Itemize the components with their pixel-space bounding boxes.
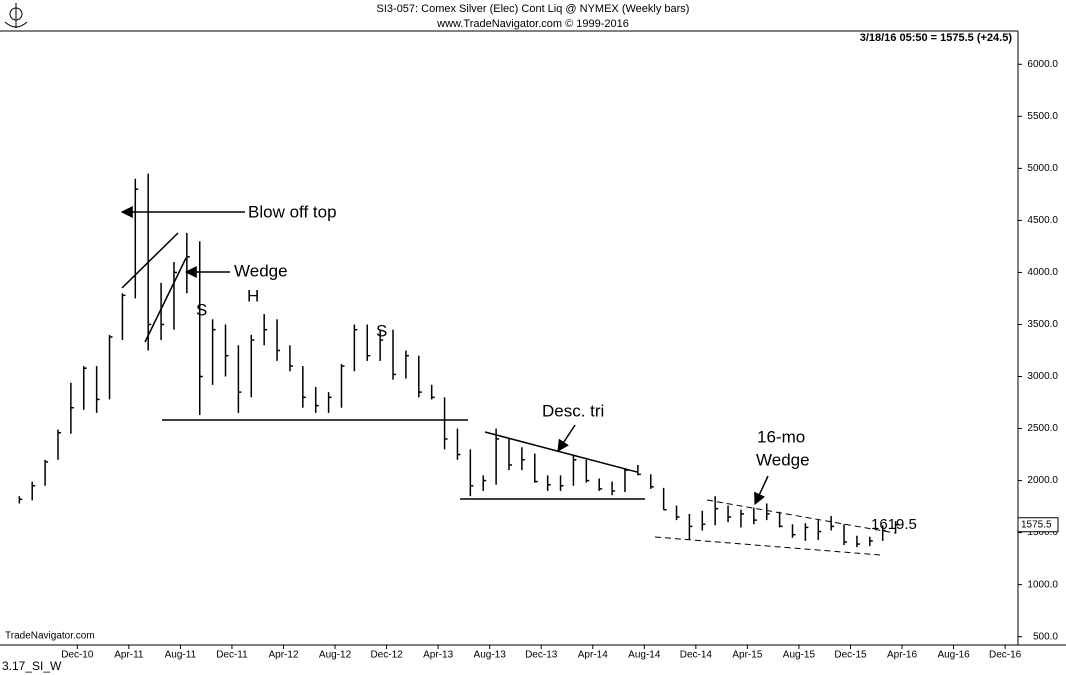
- trend-line: [484, 431, 638, 473]
- y-tick-label: 3000.0: [1027, 371, 1058, 382]
- x-tick-label: Dec-16: [989, 650, 1022, 661]
- last-price-box: [1017, 517, 1059, 533]
- y-tick-label: 1000.0: [1027, 579, 1058, 590]
- x-tick-label: Dec-15: [834, 650, 867, 661]
- trend-line: [654, 536, 881, 556]
- y-tick-label: 6000.0: [1027, 59, 1058, 70]
- y-tick-label: 2000.0: [1027, 475, 1058, 486]
- annotation: 16-mo: [757, 427, 805, 446]
- annotation: H: [247, 286, 259, 305]
- annotation: S: [376, 321, 387, 340]
- trend-line: [121, 232, 179, 289]
- logo: [4, 3, 28, 28]
- x-tick-label: Apr-11: [114, 650, 144, 661]
- x-tick-label: Aug-13: [474, 650, 507, 661]
- y-tick-label: 3500.0: [1027, 319, 1058, 330]
- chart-subtitle: www.TradeNavigator.com © 1999-2016: [436, 18, 629, 30]
- y-tick-label: 1500.0: [1027, 527, 1058, 538]
- x-tick-label: Apr-16: [887, 650, 917, 661]
- arrow: [754, 475, 769, 506]
- trend-line: [706, 499, 896, 534]
- trend-line: [144, 257, 187, 343]
- y-tick-label: 4500.0: [1027, 215, 1058, 226]
- annotation: 1619.5: [871, 516, 917, 533]
- chart-title: SI3-057: Comex Silver (Elec) Cont Liq @ …: [377, 3, 690, 15]
- watermark: TradeNavigator.com: [5, 631, 95, 642]
- x-tick-label: Apr-14: [578, 650, 608, 661]
- x-tick-label: Dec-13: [525, 650, 558, 661]
- y-tick-label: 500.0: [1033, 631, 1058, 642]
- y-tick-label: 5500.0: [1027, 111, 1058, 122]
- x-tick-label: Dec-11: [216, 650, 248, 661]
- x-tick-label: Dec-12: [370, 650, 403, 661]
- x-tick-label: Aug-16: [937, 650, 970, 661]
- annotation: Wedge: [234, 261, 288, 280]
- annotation: Blow off top: [248, 202, 337, 221]
- x-tick-label: Aug-15: [783, 650, 816, 661]
- arrow: [557, 424, 576, 453]
- footer: 3.17_SI_W: [2, 659, 62, 673]
- annotation: Desc. tri: [542, 401, 604, 420]
- x-tick-label: Apr-15: [732, 650, 762, 661]
- y-tick-label: 5000.0: [1027, 163, 1058, 174]
- x-tick-label: Aug-12: [319, 650, 352, 661]
- annotation: S: [196, 300, 207, 319]
- x-tick-label: Dec-10: [61, 650, 94, 661]
- x-tick-label: Apr-12: [268, 650, 298, 661]
- y-tick-label: 2500.0: [1027, 423, 1058, 434]
- annotations: [120, 206, 896, 556]
- x-tick-label: Dec-14: [680, 650, 713, 661]
- quote: 3/18/16 05:50 = 1575.5 (+24.5): [860, 32, 1013, 44]
- last-price-label: 1575.5: [1021, 519, 1052, 530]
- y-tick-label: 4000.0: [1027, 267, 1058, 278]
- x-tick-label: Apr-13: [423, 650, 453, 661]
- x-tick-label: Aug-11: [165, 650, 197, 661]
- annotation: Wedge: [756, 450, 810, 469]
- x-tick-label: Aug-14: [628, 650, 661, 661]
